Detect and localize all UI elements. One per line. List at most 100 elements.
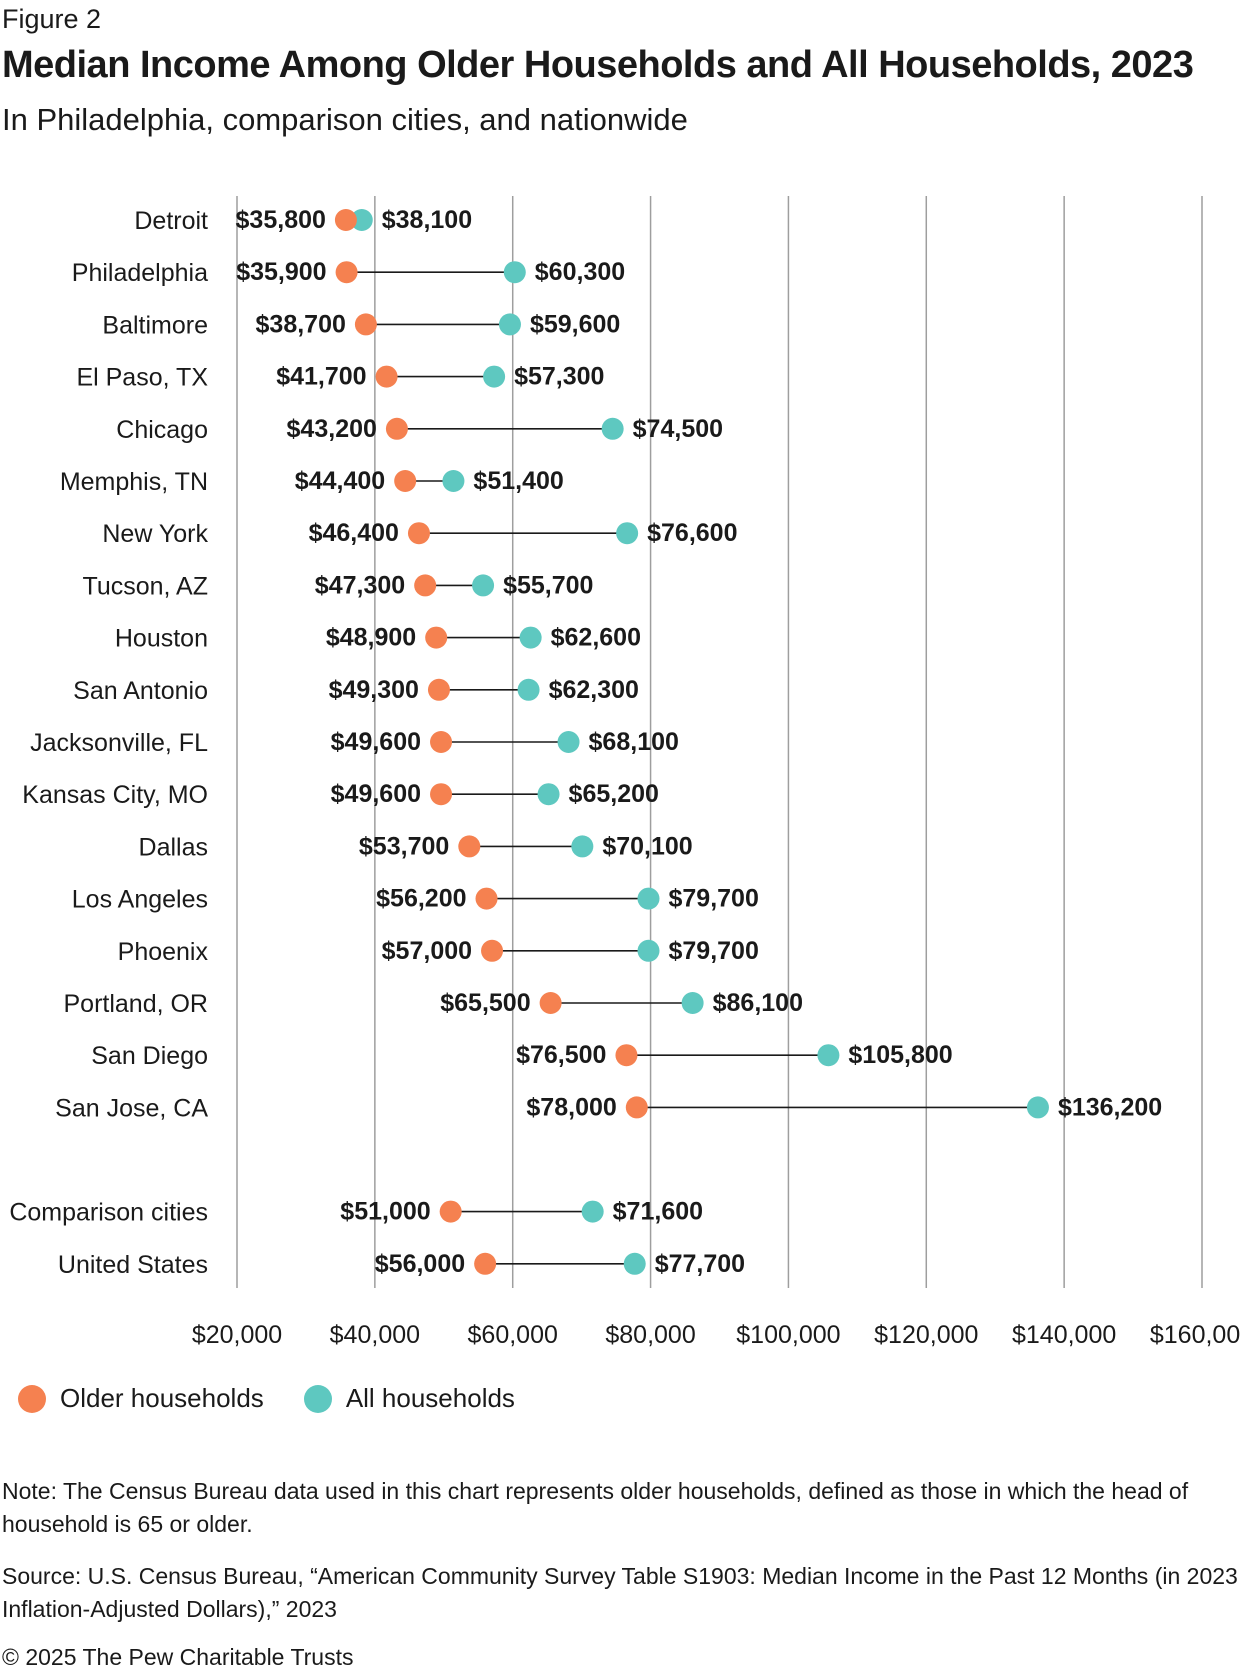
chart-source: Source: U.S. Census Bureau, “American Co… xyxy=(2,1563,1238,1622)
value-label-all: $79,700 xyxy=(669,885,759,913)
point-older-households xyxy=(414,574,437,597)
point-all-households xyxy=(571,835,594,858)
point-all-households xyxy=(623,1252,646,1275)
value-label-older: $65,500 xyxy=(440,989,530,1017)
value-label-older: $56,200 xyxy=(376,885,466,913)
point-older-households xyxy=(427,678,450,701)
point-all-households xyxy=(637,887,660,910)
value-label-all: $55,700 xyxy=(503,571,593,599)
chart-subtitle: In Philadelphia, comparison cities, and … xyxy=(2,102,688,137)
legend-swatch-older xyxy=(18,1384,46,1413)
value-label-all: $105,800 xyxy=(848,1041,952,1069)
point-older-households xyxy=(481,939,504,962)
figure-label: Figure 2 xyxy=(2,4,102,34)
point-all-households xyxy=(519,626,542,649)
row-label: Los Angeles xyxy=(72,886,208,914)
legend-item-all: All households xyxy=(303,1383,515,1414)
point-older-households xyxy=(474,1252,497,1275)
legend: Older households All households xyxy=(18,1383,555,1414)
value-label-older: $57,000 xyxy=(382,937,472,965)
value-label-older: $43,200 xyxy=(287,415,377,443)
x-tick-label: $40,000 xyxy=(330,1321,420,1349)
point-all-households xyxy=(483,365,506,388)
legend-item-older: Older households xyxy=(18,1383,264,1414)
value-label-all: $76,600 xyxy=(647,519,737,547)
value-label-older: $53,700 xyxy=(359,832,449,860)
row-label: Portland, OR xyxy=(63,990,208,1018)
value-label-older: $41,700 xyxy=(276,363,366,391)
value-label-all: $74,500 xyxy=(633,415,723,443)
point-older-households xyxy=(375,365,398,388)
point-all-households xyxy=(616,522,639,545)
x-tick-label: $120,000 xyxy=(874,1321,978,1349)
point-older-households xyxy=(335,261,358,284)
x-tick-label: $100,000 xyxy=(736,1321,840,1349)
value-label-all: $65,200 xyxy=(569,780,659,808)
row-label: San Antonio xyxy=(73,677,208,705)
row-label: Houston xyxy=(115,625,208,653)
row-label: Chicago xyxy=(116,416,208,444)
point-older-households xyxy=(625,1096,648,1119)
copyright: © 2025 The Pew Charitable Trusts xyxy=(2,1644,354,1670)
point-older-households xyxy=(539,992,562,1014)
value-label-older: $49,600 xyxy=(331,780,421,808)
value-label-all: $57,300 xyxy=(514,363,604,391)
value-label-older: $78,000 xyxy=(526,1093,616,1121)
point-all-households xyxy=(817,1044,840,1067)
value-label-older: $48,900 xyxy=(326,624,416,652)
value-label-all: $60,300 xyxy=(535,258,625,286)
dumbbell-chart: $20,000 $40,000 $60,000 $80,000 $100,000 $120… xyxy=(9,196,1240,1349)
value-label-older: $38,700 xyxy=(256,310,346,338)
value-label-older: $49,300 xyxy=(329,676,419,704)
x-tick-label: $80,000 xyxy=(605,1321,695,1349)
point-older-households xyxy=(439,1200,462,1223)
value-label-older: $49,600 xyxy=(331,728,421,756)
chart-note: Note: The Census Bureau data used in thi… xyxy=(2,1478,1189,1537)
row-label: United States xyxy=(58,1251,208,1279)
value-label-all: $51,400 xyxy=(473,467,563,495)
row-label: San Diego xyxy=(91,1042,208,1070)
row-label: Baltimore xyxy=(102,311,208,339)
row-label: Kansas City, MO xyxy=(22,781,208,809)
point-older-households xyxy=(475,887,498,910)
point-older-households xyxy=(407,522,430,545)
point-all-households xyxy=(503,261,526,284)
value-label-older: $46,400 xyxy=(309,519,399,547)
point-all-households xyxy=(601,417,624,440)
value-label-all: $62,600 xyxy=(551,624,641,652)
value-label-all: $38,100 xyxy=(382,206,472,234)
point-all-households xyxy=(1026,1096,1049,1119)
value-label-all: $71,600 xyxy=(613,1198,703,1226)
point-all-households xyxy=(637,939,660,962)
value-label-older: $44,400 xyxy=(295,467,385,495)
point-all-households xyxy=(581,1200,604,1223)
point-all-households xyxy=(350,209,373,231)
row-label: Dallas xyxy=(139,833,208,861)
value-label-all: $86,100 xyxy=(713,989,803,1017)
point-all-households xyxy=(537,783,560,806)
row-label: Detroit xyxy=(134,207,208,235)
legend-label-older: Older households xyxy=(60,1383,264,1413)
point-older-households xyxy=(354,313,377,336)
row-label: Phoenix xyxy=(118,938,209,966)
point-all-households xyxy=(681,992,704,1014)
x-tick-label: $140,000 xyxy=(1012,1321,1116,1349)
point-all-households xyxy=(517,678,540,701)
value-label-older: $76,500 xyxy=(516,1041,606,1069)
row-label: El Paso, TX xyxy=(76,364,208,392)
x-tick-label: $60,000 xyxy=(468,1321,558,1349)
value-label-older: $35,900 xyxy=(236,258,326,286)
point-older-households xyxy=(430,783,453,806)
value-label-all: $62,300 xyxy=(549,676,639,704)
value-label-older: $47,300 xyxy=(315,571,405,599)
point-all-households xyxy=(472,574,495,597)
value-label-all: $77,700 xyxy=(655,1250,745,1278)
point-older-households xyxy=(425,626,448,649)
point-all-households xyxy=(442,470,465,492)
row-label: Memphis, TN xyxy=(60,468,208,496)
value-label-all: $136,200 xyxy=(1058,1093,1162,1121)
value-label-all: $59,600 xyxy=(530,310,620,338)
point-older-households xyxy=(430,731,453,753)
row-label: New York xyxy=(102,520,208,548)
legend-swatch-all xyxy=(303,1384,332,1413)
